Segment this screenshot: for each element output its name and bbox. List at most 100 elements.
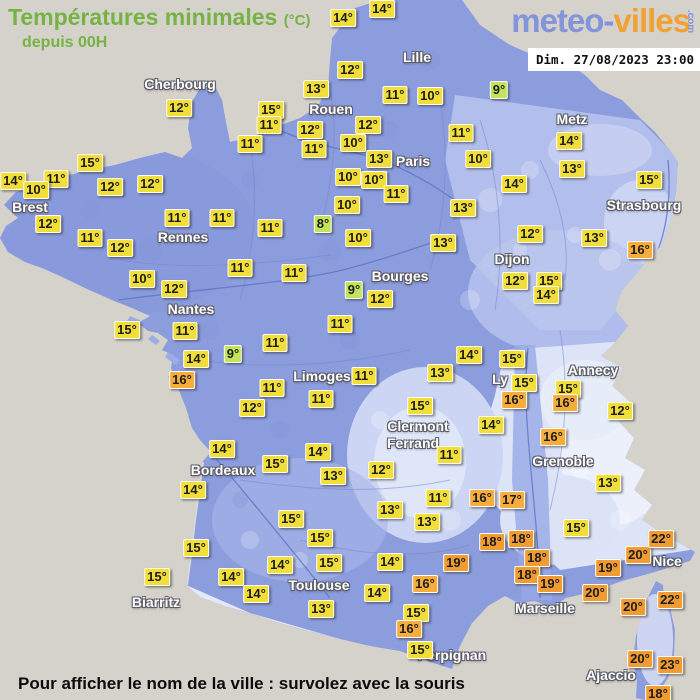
temp-label[interactable]: 18° bbox=[524, 549, 550, 567]
temp-label[interactable]: 14° bbox=[243, 585, 269, 603]
temp-label[interactable]: 14° bbox=[369, 0, 395, 18]
temp-label[interactable]: 14° bbox=[533, 286, 559, 304]
temp-label[interactable]: 15° bbox=[555, 380, 581, 398]
temp-label[interactable]: 11° bbox=[436, 446, 462, 464]
temp-label[interactable]: 15° bbox=[278, 510, 304, 528]
temp-label[interactable]: 14° bbox=[330, 9, 356, 27]
temp-label[interactable]: 11° bbox=[382, 86, 408, 104]
temp-label[interactable]: 23° bbox=[657, 656, 683, 674]
temp-label[interactable]: 14° bbox=[0, 172, 26, 190]
temp-label[interactable]: 12° bbox=[355, 116, 381, 134]
temp-label[interactable]: 11° bbox=[43, 170, 69, 188]
temp-label[interactable]: 20° bbox=[582, 584, 608, 602]
temp-label[interactable]: 13° bbox=[450, 199, 476, 217]
temp-label[interactable]: 14° bbox=[305, 443, 331, 461]
temp-label[interactable]: 13° bbox=[595, 474, 621, 492]
temp-label[interactable]: 15° bbox=[77, 154, 103, 172]
temp-label[interactable]: 13° bbox=[366, 150, 392, 168]
temp-label[interactable]: 11° bbox=[227, 259, 253, 277]
temp-label[interactable]: 13° bbox=[559, 160, 585, 178]
temp-label[interactable]: 11° bbox=[262, 334, 288, 352]
temp-label[interactable]: 12° bbox=[607, 402, 633, 420]
temp-label[interactable]: 15° bbox=[258, 101, 284, 119]
temp-label[interactable]: 14° bbox=[267, 556, 293, 574]
temp-label[interactable]: 10° bbox=[334, 196, 360, 214]
temp-label[interactable]: 14° bbox=[183, 350, 209, 368]
temp-label[interactable]: 13° bbox=[303, 80, 329, 98]
temp-label[interactable]: 14° bbox=[478, 416, 504, 434]
temp-label[interactable]: 12° bbox=[137, 175, 163, 193]
temp-label[interactable]: 9° bbox=[489, 81, 509, 99]
temp-label[interactable]: 9° bbox=[223, 345, 243, 363]
temp-label[interactable]: 20° bbox=[620, 598, 646, 616]
temp-label[interactable]: 11° bbox=[351, 367, 377, 385]
temp-label[interactable]: 16° bbox=[552, 394, 578, 412]
temp-label[interactable]: 15° bbox=[499, 350, 525, 368]
temp-label[interactable]: 13° bbox=[308, 600, 334, 618]
temp-label[interactable]: 13° bbox=[320, 467, 346, 485]
temp-label[interactable]: 10° bbox=[335, 168, 361, 186]
temp-label[interactable]: 22° bbox=[657, 591, 683, 609]
temp-label[interactable]: 18° bbox=[645, 685, 671, 700]
temp-label[interactable]: 11° bbox=[301, 140, 327, 158]
temp-label[interactable]: 11° bbox=[164, 209, 190, 227]
temp-label[interactable]: 14° bbox=[377, 553, 403, 571]
temp-label[interactable]: 16° bbox=[169, 371, 195, 389]
temp-label[interactable]: 15° bbox=[307, 529, 333, 547]
temp-label[interactable]: 15° bbox=[262, 455, 288, 473]
temp-label[interactable]: 11° bbox=[257, 219, 283, 237]
temp-label[interactable]: 19° bbox=[595, 559, 621, 577]
temp-label[interactable]: 12° bbox=[337, 61, 363, 79]
temp-label[interactable]: 16° bbox=[396, 620, 422, 638]
temp-label[interactable]: 18° bbox=[479, 533, 505, 551]
temp-label[interactable]: 12° bbox=[367, 290, 393, 308]
temp-label[interactable]: 13° bbox=[427, 364, 453, 382]
temp-label[interactable]: 12° bbox=[97, 178, 123, 196]
temp-label[interactable]: 11° bbox=[256, 116, 282, 134]
temp-label[interactable]: 10° bbox=[417, 87, 443, 105]
temp-label[interactable]: 11° bbox=[448, 124, 474, 142]
temp-label[interactable]: 11° bbox=[77, 229, 103, 247]
temp-label[interactable]: 10° bbox=[465, 150, 491, 168]
temp-label[interactable]: 8° bbox=[313, 215, 333, 233]
temp-label[interactable]: 16° bbox=[501, 391, 527, 409]
temp-label[interactable]: 16° bbox=[412, 575, 438, 593]
temp-label[interactable]: 20° bbox=[625, 546, 651, 564]
temp-label[interactable]: 14° bbox=[556, 132, 582, 150]
temp-label[interactable]: 11° bbox=[172, 322, 198, 340]
temp-label[interactable]: 11° bbox=[237, 135, 263, 153]
temp-label[interactable]: 15° bbox=[407, 641, 433, 659]
temp-label[interactable]: 13° bbox=[581, 229, 607, 247]
temp-label[interactable]: 13° bbox=[430, 234, 456, 252]
temp-label[interactable]: 12° bbox=[107, 239, 133, 257]
temp-label[interactable]: 19° bbox=[537, 575, 563, 593]
temp-label[interactable]: 15° bbox=[316, 554, 342, 572]
temp-label[interactable]: 14° bbox=[364, 584, 390, 602]
temp-label[interactable]: 14° bbox=[180, 481, 206, 499]
temp-label[interactable]: 16° bbox=[627, 241, 653, 259]
temp-label[interactable]: 16° bbox=[469, 489, 495, 507]
temp-label[interactable]: 18° bbox=[508, 530, 534, 548]
temp-label[interactable]: 14° bbox=[501, 175, 527, 193]
temp-label[interactable]: 11° bbox=[327, 315, 353, 333]
meteo-villes-logo[interactable]: meteo-villes .com bbox=[511, 2, 696, 40]
temp-label[interactable]: 11° bbox=[281, 264, 307, 282]
temp-label[interactable]: 9° bbox=[344, 281, 364, 299]
temp-label[interactable]: 10° bbox=[345, 229, 371, 247]
temp-label[interactable]: 10° bbox=[129, 270, 155, 288]
temp-label[interactable]: 15° bbox=[563, 519, 589, 537]
temp-label[interactable]: 14° bbox=[456, 346, 482, 364]
temp-label[interactable]: 12° bbox=[517, 225, 543, 243]
temp-label[interactable]: 22° bbox=[648, 530, 674, 548]
temp-label[interactable]: 13° bbox=[414, 513, 440, 531]
temp-label[interactable]: 15° bbox=[511, 374, 537, 392]
temp-label[interactable]: 15° bbox=[407, 397, 433, 415]
temp-label[interactable]: 20° bbox=[627, 650, 653, 668]
temp-label[interactable]: 12° bbox=[166, 99, 192, 117]
temp-label[interactable]: 18° bbox=[514, 566, 540, 584]
temp-label[interactable]: 15° bbox=[636, 171, 662, 189]
temp-label[interactable]: 12° bbox=[502, 272, 528, 290]
temp-label[interactable]: 10° bbox=[23, 181, 49, 199]
temp-label[interactable]: 16° bbox=[540, 428, 566, 446]
